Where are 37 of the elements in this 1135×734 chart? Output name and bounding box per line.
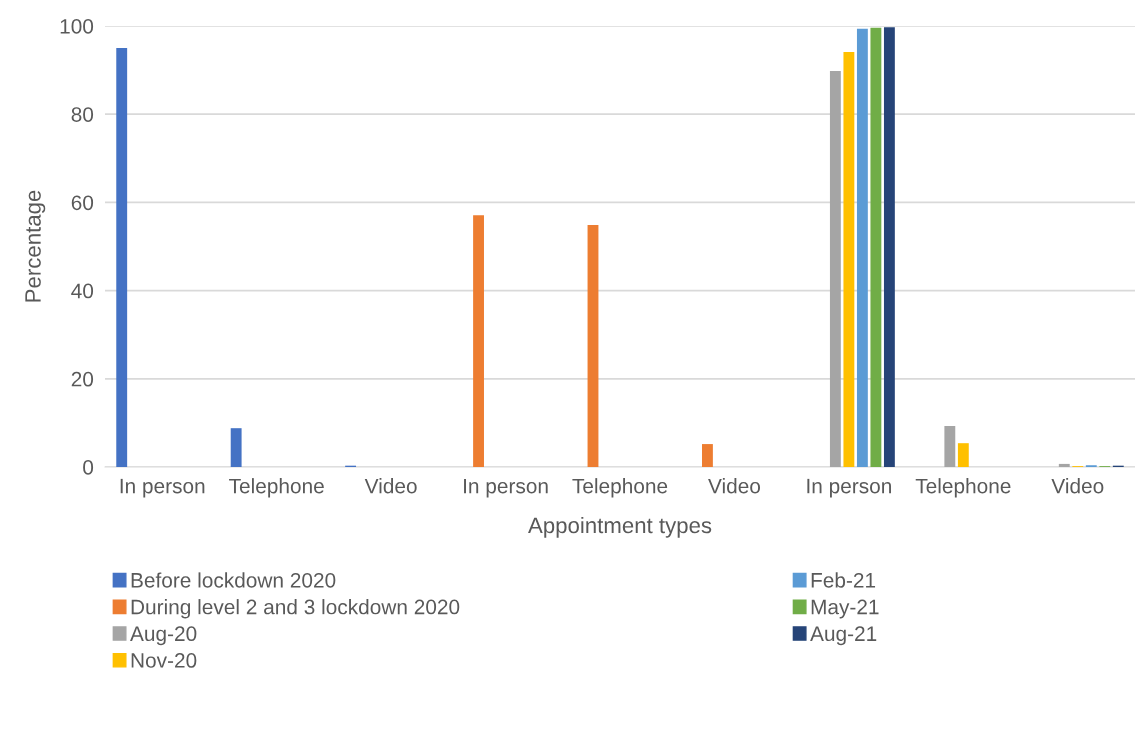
y-axis-title: Percentage xyxy=(25,190,46,302)
x-tick-label: Telephone xyxy=(229,478,324,498)
bar xyxy=(856,28,868,467)
legend-label: Feb-21 xyxy=(811,572,876,588)
bar xyxy=(870,27,882,467)
bar xyxy=(1058,463,1070,467)
x-tick-label: In person xyxy=(464,478,548,498)
y-tick-label: 40 xyxy=(71,283,94,299)
bar xyxy=(230,428,242,467)
y-tick-label: 60 xyxy=(71,195,94,211)
bar xyxy=(843,52,855,467)
x-tick-label: Telephone xyxy=(915,478,1011,498)
legend-label: Before lockdown 2020 xyxy=(131,572,336,588)
legend-label: Aug-21 xyxy=(810,626,877,646)
bar xyxy=(116,48,128,467)
legend-label: Nov-20 xyxy=(131,653,197,668)
x-tick-label: Video xyxy=(708,478,761,494)
x-tick-label: Telephone xyxy=(572,478,668,498)
y-tick-label: 100 xyxy=(60,19,94,34)
y-tick-label: 0 xyxy=(83,460,94,475)
x-tick-label: In person xyxy=(807,478,891,498)
x-tick-label: Video xyxy=(1051,478,1104,494)
legend-label: Aug-20 xyxy=(130,626,197,646)
bar xyxy=(957,443,969,467)
bar xyxy=(702,444,713,467)
bar xyxy=(587,224,599,467)
y-tick-label: 80 xyxy=(71,107,94,122)
bar xyxy=(829,70,841,467)
bar xyxy=(944,425,956,467)
legend-label: During level 2 and 3 lockdown 2020 xyxy=(131,599,460,619)
x-tick-label: Video xyxy=(364,478,417,494)
x-axis-title: Appointment types xyxy=(528,516,712,538)
y-tick-label: 20 xyxy=(71,371,94,387)
legend-label: May-21 xyxy=(811,599,879,619)
x-tick-label: In person xyxy=(120,478,205,498)
bar xyxy=(473,215,484,467)
bar xyxy=(883,27,895,467)
